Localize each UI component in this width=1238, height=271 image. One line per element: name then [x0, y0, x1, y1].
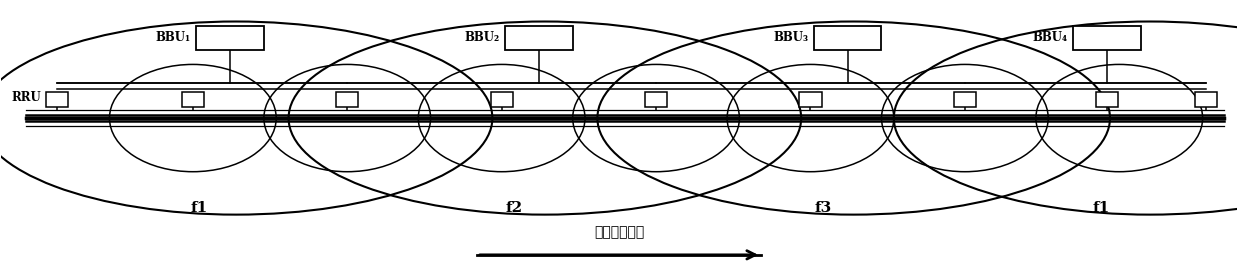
FancyBboxPatch shape	[46, 92, 68, 107]
FancyBboxPatch shape	[813, 25, 881, 50]
FancyBboxPatch shape	[490, 92, 513, 107]
FancyBboxPatch shape	[337, 92, 358, 107]
Text: 列车行驶方向: 列车行驶方向	[594, 225, 644, 239]
Text: f3: f3	[815, 201, 832, 215]
FancyBboxPatch shape	[1073, 25, 1141, 50]
Text: RRU: RRU	[11, 91, 41, 104]
FancyBboxPatch shape	[505, 25, 573, 50]
FancyBboxPatch shape	[800, 92, 822, 107]
FancyBboxPatch shape	[182, 92, 204, 107]
Text: BBU₁: BBU₁	[156, 31, 191, 44]
FancyBboxPatch shape	[1195, 92, 1217, 107]
Text: BBU₄: BBU₄	[1032, 31, 1068, 44]
Text: f1: f1	[191, 201, 208, 215]
FancyBboxPatch shape	[1096, 92, 1118, 107]
FancyBboxPatch shape	[645, 92, 667, 107]
Text: f2: f2	[505, 201, 522, 215]
FancyBboxPatch shape	[953, 92, 976, 107]
FancyBboxPatch shape	[196, 25, 264, 50]
Text: BBU₂: BBU₂	[464, 31, 500, 44]
Text: BBU₃: BBU₃	[774, 31, 808, 44]
Text: f1: f1	[1092, 201, 1109, 215]
